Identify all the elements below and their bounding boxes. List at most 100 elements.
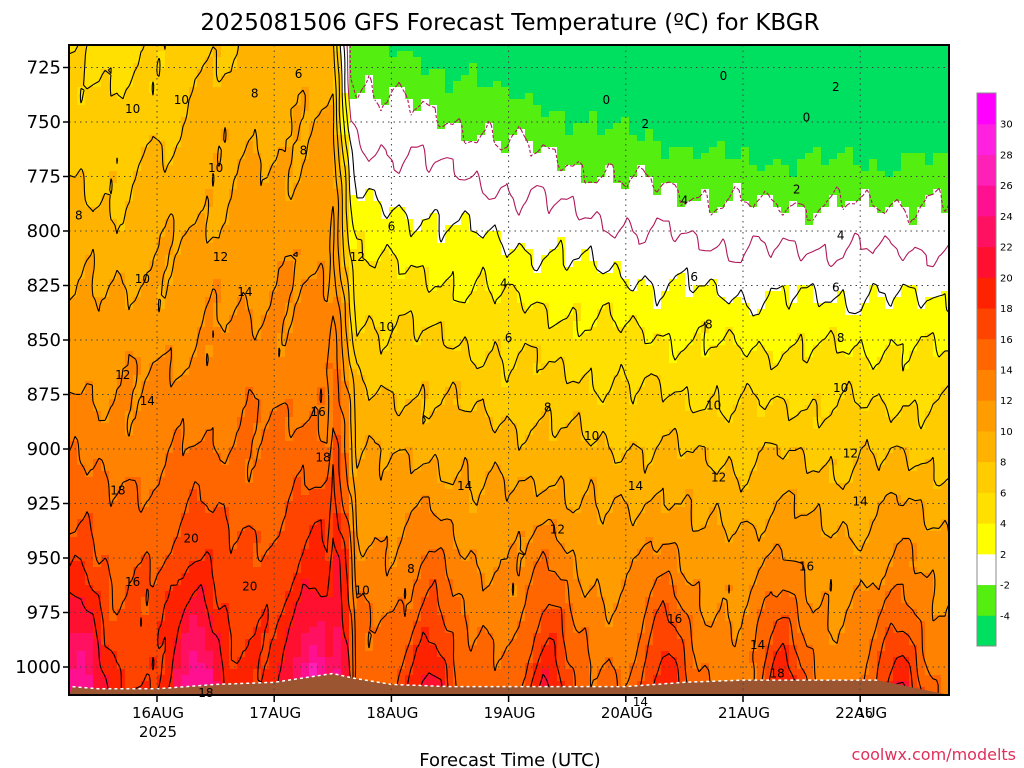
- temperature-cell: [421, 225, 430, 232]
- temperature-cell: [237, 657, 246, 664]
- temperature-cell: [285, 273, 294, 280]
- temperature-cell: [317, 663, 326, 670]
- temperature-cell: [69, 645, 78, 652]
- temperature-cell: [269, 381, 278, 388]
- temperature-cell: [149, 681, 158, 688]
- temperature-cell: [269, 525, 278, 532]
- temperature-cell: [269, 93, 278, 100]
- temperature-cell: [125, 183, 134, 190]
- temperature-cell: [405, 591, 414, 598]
- temperature-cell: [389, 177, 398, 184]
- temperature-cell: [125, 465, 134, 472]
- temperature-cell: [125, 69, 134, 76]
- temperature-cell: [181, 393, 190, 400]
- temperature-cell: [373, 549, 382, 556]
- temperature-cell: [245, 219, 254, 226]
- temperature-cell: [77, 111, 86, 118]
- temperature-cell: [165, 357, 174, 364]
- temperature-cell: [237, 255, 246, 262]
- temperature-cell: [141, 621, 150, 628]
- temperature-cell: [309, 357, 318, 364]
- temperature-cell: [197, 585, 206, 592]
- temperature-cell: [125, 201, 134, 208]
- temperature-cell: [125, 651, 134, 658]
- temperature-cell: [133, 393, 142, 400]
- temperature-cell: [277, 213, 286, 220]
- temperature-cell: [69, 129, 78, 136]
- temperature-cell: [365, 63, 374, 70]
- temperature-cell: [349, 561, 358, 568]
- temperature-cell: [349, 387, 358, 394]
- temperature-cell: [413, 105, 422, 112]
- temperature-cell: [285, 81, 294, 88]
- temperature-cell: [197, 675, 206, 682]
- temperature-cell: [173, 81, 182, 88]
- temperature-cell: [85, 627, 94, 634]
- temperature-cell: [261, 123, 270, 130]
- temperature-cell: [205, 483, 214, 490]
- temperature-cell: [277, 201, 286, 208]
- temperature-cell: [293, 501, 302, 508]
- temperature-cell: [109, 573, 118, 580]
- temperature-cell: [213, 129, 222, 136]
- temperature-cell: [117, 447, 126, 454]
- temperature-cell: [349, 213, 358, 220]
- temperature-cell: [277, 519, 286, 526]
- temperature-cell: [333, 285, 342, 292]
- temperature-cell: [381, 675, 390, 682]
- temperature-cell: [165, 567, 174, 574]
- temperature-cell: [285, 411, 294, 418]
- temperature-cell: [133, 549, 142, 556]
- temperature-cell: [101, 291, 110, 298]
- temperature-cell: [397, 375, 406, 382]
- temperature-cell: [101, 129, 110, 136]
- temperature-cell: [277, 351, 286, 358]
- temperature-cell: [357, 189, 366, 196]
- temperature-cell: [77, 153, 86, 160]
- temperature-cell: [261, 177, 270, 184]
- temperature-cell: [77, 513, 86, 520]
- temperature-cell: [245, 303, 254, 310]
- temperature-cell: [125, 381, 134, 388]
- temperature-cell: [205, 465, 214, 472]
- temperature-cell: [301, 669, 310, 676]
- temperature-cell: [277, 405, 286, 412]
- temperature-cell: [221, 411, 230, 418]
- temperature-cell: [237, 399, 246, 406]
- temperature-cell: [349, 255, 358, 262]
- temperature-cell: [117, 243, 126, 250]
- temperature-cell: [157, 567, 166, 574]
- temperature-cell: [381, 303, 390, 310]
- temperature-cell: [173, 213, 182, 220]
- temperature-cell: [357, 663, 366, 670]
- temperature-cell: [109, 675, 118, 682]
- temperature-cell: [333, 171, 342, 178]
- temperature-cell: [421, 51, 430, 58]
- temperature-cell: [245, 597, 254, 604]
- temperature-cell: [373, 267, 382, 274]
- temperature-cell: [141, 255, 150, 262]
- temperature-cell: [421, 303, 430, 310]
- temperature-cell: [213, 639, 222, 646]
- temperature-cell: [133, 537, 142, 544]
- temperature-cell: [173, 201, 182, 208]
- temperature-cell: [301, 345, 310, 352]
- temperature-cell: [101, 111, 110, 118]
- temperature-cell: [125, 207, 134, 214]
- temperature-cell: [125, 429, 134, 436]
- temperature-cell: [157, 81, 166, 88]
- temperature-cell: [365, 561, 374, 568]
- temperature-cell: [157, 585, 166, 592]
- temperature-cell: [381, 123, 390, 130]
- temperature-cell: [221, 357, 230, 364]
- temperature-cell: [293, 669, 302, 676]
- temperature-cell: [237, 591, 246, 598]
- temperature-cell: [205, 405, 214, 412]
- temperature-cell: [205, 225, 214, 232]
- temperature-cell: [349, 309, 358, 316]
- temperature-cell: [229, 459, 238, 466]
- temperature-cell: [309, 273, 318, 280]
- temperature-cell: [341, 117, 350, 124]
- temperature-cell: [149, 645, 158, 652]
- temperature-cell: [277, 387, 286, 394]
